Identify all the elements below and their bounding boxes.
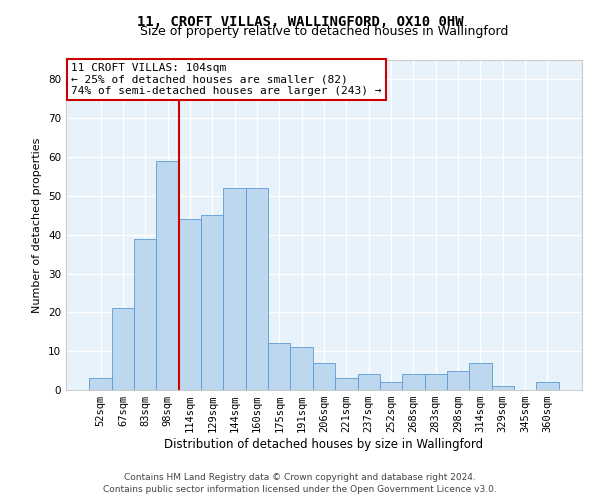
Bar — [380, 382, 402, 390]
Text: 11, CROFT VILLAS, WALLINGFORD, OX10 0HW: 11, CROFT VILLAS, WALLINGFORD, OX10 0HW — [137, 16, 463, 30]
Bar — [223, 188, 246, 390]
Bar — [313, 363, 335, 390]
Bar — [179, 219, 201, 390]
Bar — [425, 374, 447, 390]
Bar — [402, 374, 425, 390]
Bar — [112, 308, 134, 390]
X-axis label: Distribution of detached houses by size in Wallingford: Distribution of detached houses by size … — [164, 438, 484, 451]
Bar — [246, 188, 268, 390]
Bar — [134, 238, 157, 390]
Bar — [335, 378, 358, 390]
Title: Size of property relative to detached houses in Wallingford: Size of property relative to detached ho… — [140, 25, 508, 38]
Bar — [358, 374, 380, 390]
Bar — [290, 348, 313, 390]
Bar — [89, 378, 112, 390]
Bar — [491, 386, 514, 390]
Bar — [201, 216, 223, 390]
Bar — [536, 382, 559, 390]
Bar — [469, 363, 491, 390]
Text: Contains public sector information licensed under the Open Government Licence v3: Contains public sector information licen… — [103, 486, 497, 494]
Bar — [447, 370, 469, 390]
Bar — [157, 161, 179, 390]
Bar — [268, 344, 290, 390]
Text: Contains HM Land Registry data © Crown copyright and database right 2024.: Contains HM Land Registry data © Crown c… — [124, 473, 476, 482]
Y-axis label: Number of detached properties: Number of detached properties — [32, 138, 43, 312]
Text: 11 CROFT VILLAS: 104sqm
← 25% of detached houses are smaller (82)
74% of semi-de: 11 CROFT VILLAS: 104sqm ← 25% of detache… — [71, 64, 382, 96]
